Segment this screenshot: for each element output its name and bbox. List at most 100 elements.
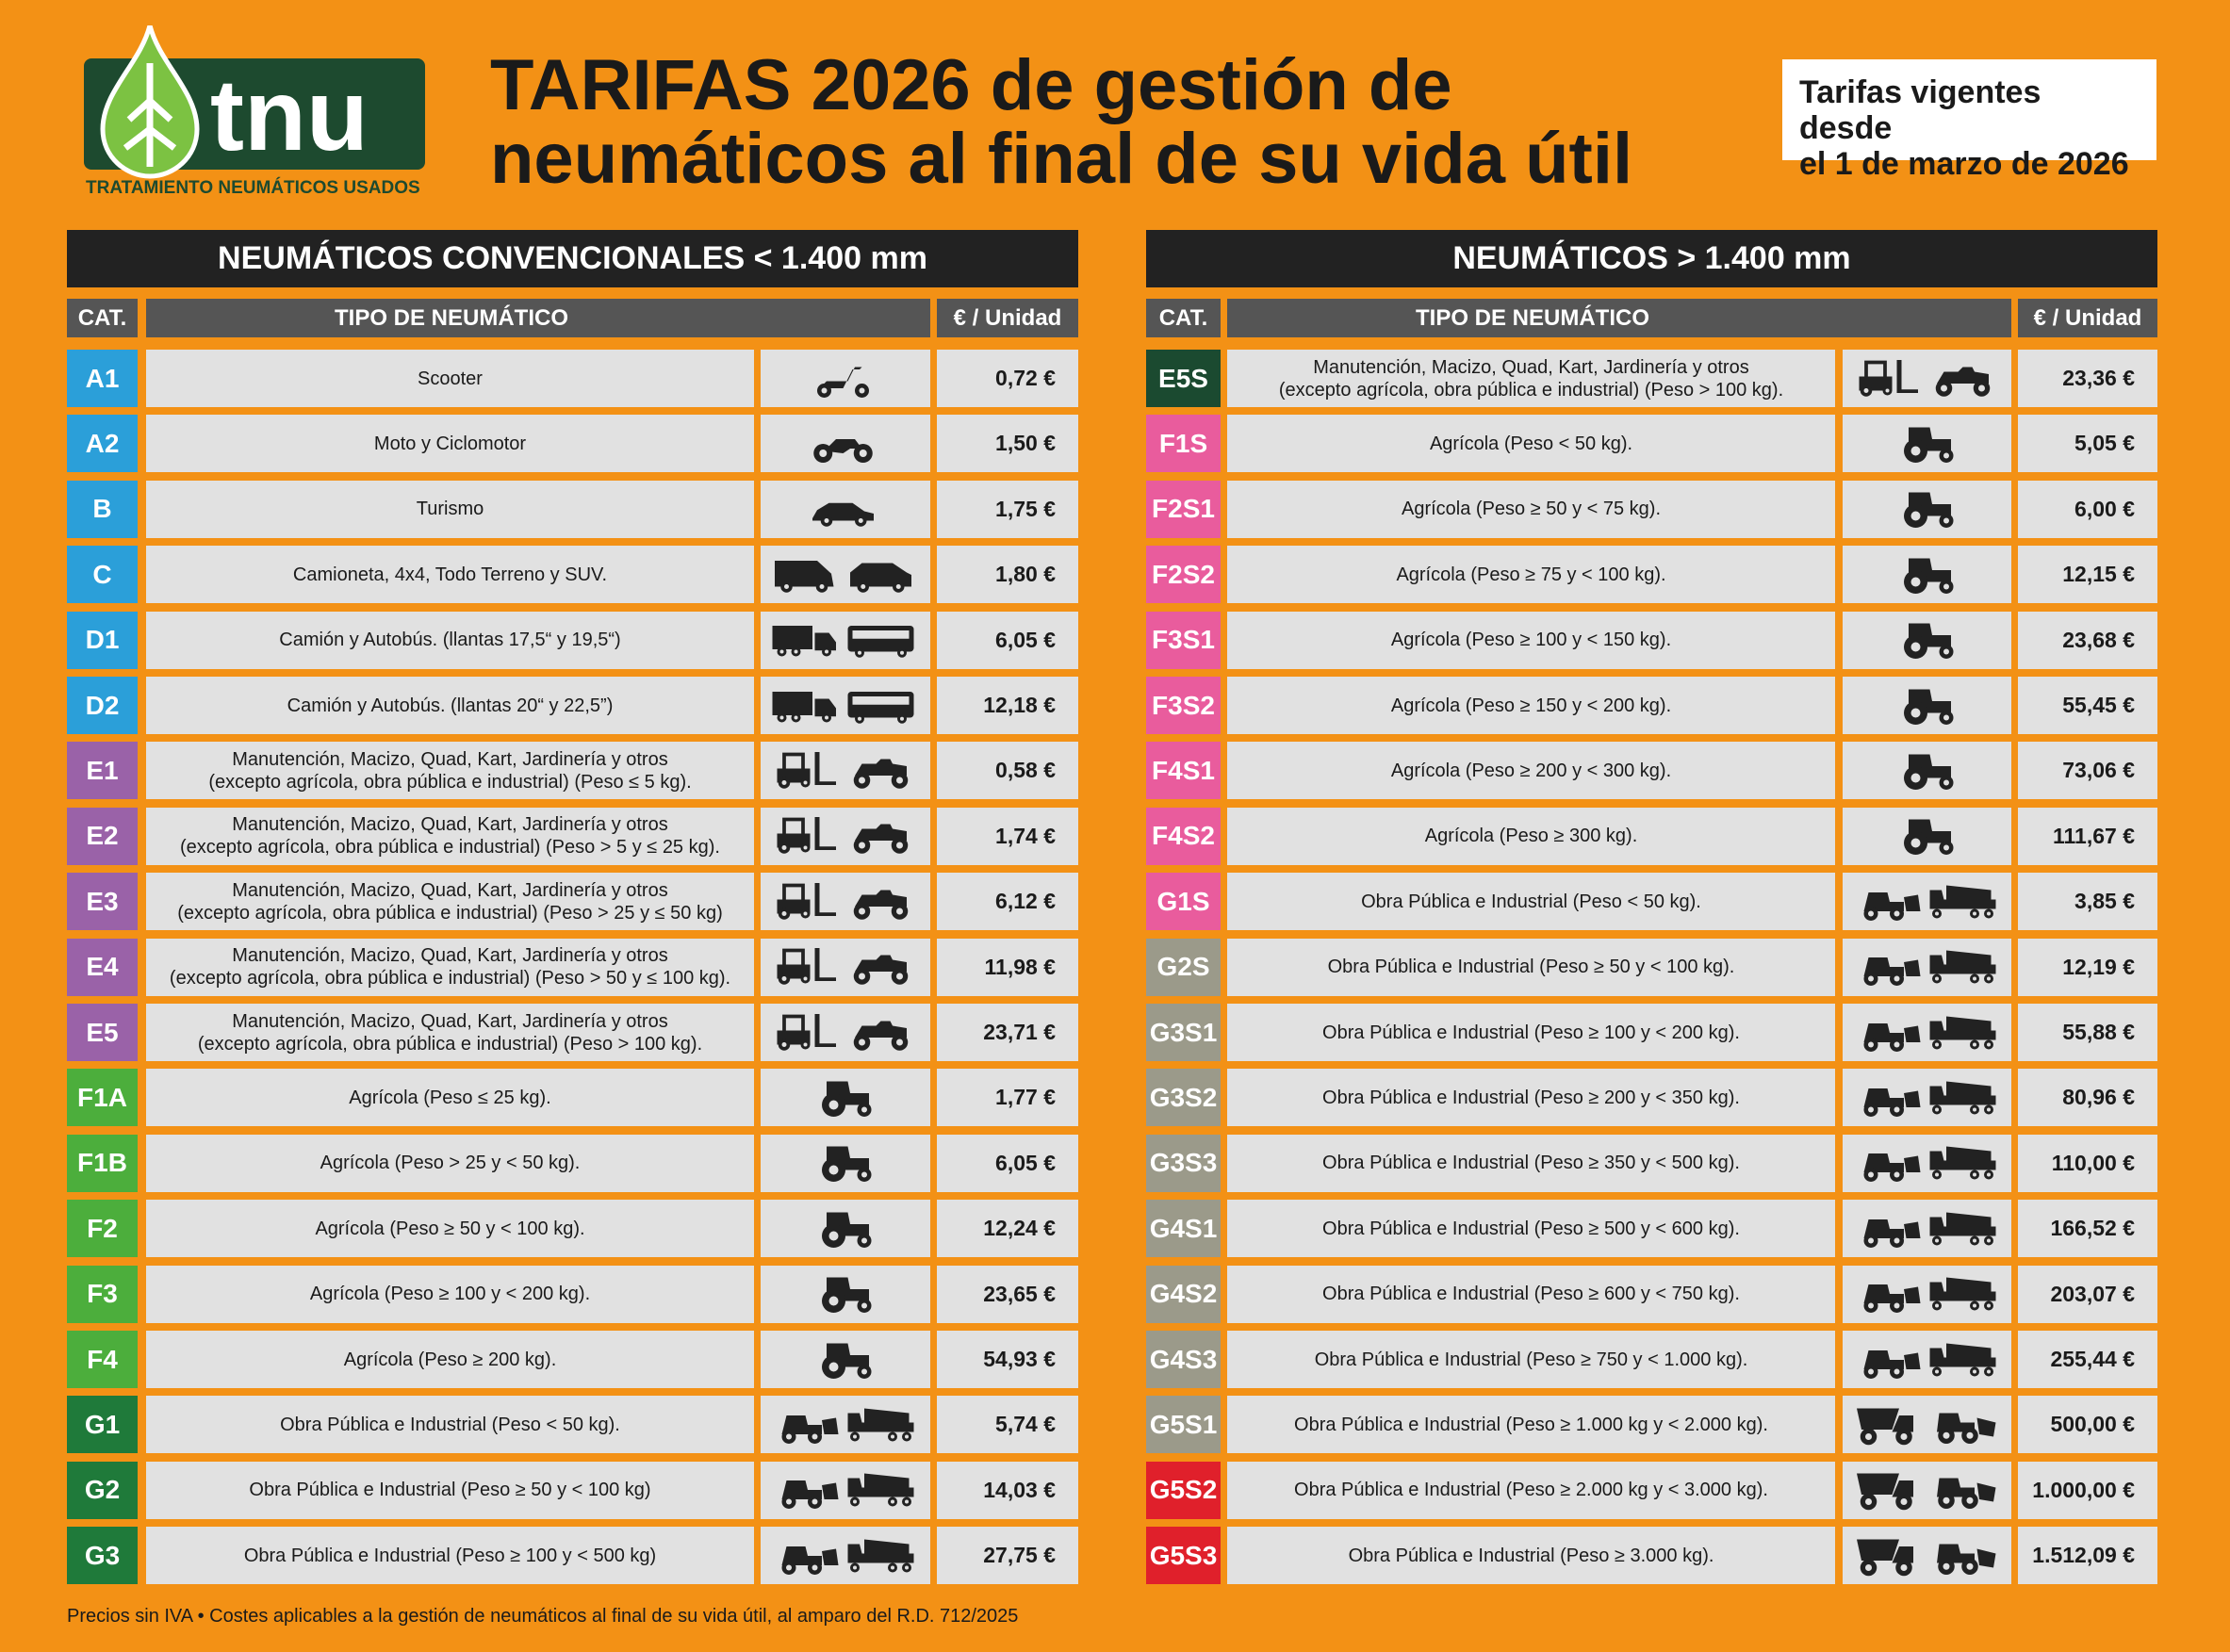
icon-loader	[1863, 957, 1920, 987]
icon-cell	[761, 742, 930, 800]
icon-part	[1936, 367, 1989, 384]
icon-part	[1903, 1286, 1920, 1304]
icon-part	[864, 1408, 910, 1425]
icon-hub	[1894, 1237, 1899, 1244]
icon-wheelloader	[1936, 1413, 1995, 1444]
icon-loader	[781, 1480, 839, 1510]
category-cell: G5S3	[1146, 1527, 1221, 1585]
footer-note: Precios sin IVA • Costes aplicables a la…	[67, 1606, 1019, 1627]
icon-part	[847, 1544, 862, 1554]
table-title: NEUMÁTICOS > 1.400 mm	[1146, 230, 2157, 287]
icon-part	[855, 824, 907, 842]
icon-hub	[1894, 1302, 1899, 1309]
category-cell: G5S1	[1146, 1396, 1221, 1454]
category-cell: F2S2	[1146, 546, 1221, 604]
type-cell: Manutención, Macizo, Quad, Kart, Jardine…	[146, 938, 754, 996]
icon-hub	[1934, 911, 1939, 916]
vehicle-icon	[777, 948, 909, 985]
price-cell: 14,03 €	[937, 1461, 1078, 1519]
icon-suv	[850, 563, 911, 593]
category-cell: E5	[67, 1004, 138, 1061]
icon-cell	[1843, 1396, 2011, 1454]
type-line: Obra Pública e Industrial (Peso ≥ 1.000 …	[1294, 1414, 1768, 1435]
type-line: Obra Pública e Industrial (Peso ≥ 3.000 …	[1348, 1545, 1714, 1566]
type-cell: Agrícola (Peso ≤ 25 kg).	[146, 1069, 754, 1127]
icon-hub	[905, 1499, 909, 1504]
icon-tractor	[822, 1343, 872, 1379]
icon-part	[1903, 959, 1920, 977]
icon-tractor	[1903, 689, 1953, 725]
icon-bus	[847, 691, 914, 724]
type-line: Obra Pública e Industrial (Peso ≥ 50 y <…	[1327, 957, 1735, 978]
icon-part	[1863, 891, 1904, 911]
price-cell: 12,19 €	[2018, 938, 2157, 996]
icon-car	[812, 503, 874, 528]
icon-hub	[803, 1042, 808, 1046]
icon-hub	[896, 1039, 903, 1045]
type-line: Manutención, Macizo, Quad, Kart, Jardine…	[232, 1010, 668, 1032]
icon-tractor	[822, 1081, 872, 1117]
header-cell: TIPO DE NEUMÁTICO	[146, 299, 930, 337]
type-cell: Camión y Autobús. (llantas 17,5“ y 19,5“…	[146, 611, 754, 669]
icon-part	[855, 759, 907, 776]
type-cell: Obra Pública e Industrial (Peso < 50 kg)…	[146, 1396, 754, 1454]
icon-mixer	[1929, 1016, 1995, 1049]
icon-hub	[1894, 1041, 1899, 1047]
icon-part	[819, 367, 862, 388]
icon-part	[855, 955, 907, 973]
icon-tractor	[822, 1212, 872, 1248]
icon-truck	[772, 626, 836, 657]
icon-part	[781, 1546, 822, 1565]
icon-hub	[896, 973, 903, 980]
category-cell: E1	[67, 742, 138, 800]
type-cell: Turismo	[146, 480, 754, 538]
icon-cell	[761, 480, 930, 538]
type-line: Agrícola (Peso ≥ 150 y < 200 kg).	[1390, 695, 1672, 716]
icon-hub	[861, 1302, 867, 1309]
icon-hub	[1986, 1172, 1991, 1177]
icon-hub	[821, 387, 828, 393]
icon-part	[1863, 957, 1904, 977]
icon-moto	[813, 438, 873, 463]
price-cell: 11,98 €	[937, 938, 1078, 996]
logo: tnu TRATAMIENTO NEUMÁTICOS USADOS	[84, 25, 425, 199]
icon-part	[1945, 1212, 1991, 1229]
type-cell: Obra Pública e Industrial (Peso ≥ 3.000 …	[1227, 1527, 1835, 1585]
price-cell: 1.000,00 €	[2018, 1461, 2157, 1519]
icon-hub	[1943, 844, 1949, 851]
icon-cell	[1843, 873, 2011, 931]
icon-cell	[1843, 1200, 2011, 1258]
icon-part	[1903, 1090, 1920, 1107]
icon-loader	[1863, 1153, 1920, 1183]
icon-loader	[1863, 1284, 1920, 1314]
icon-cell	[761, 1200, 930, 1258]
type-cell: Agrícola (Peso ≥ 100 y < 150 kg).	[1227, 611, 1835, 669]
icon-scooter	[817, 367, 869, 398]
type-cell: Moto y Ciclomotor	[146, 415, 754, 473]
icon-hub	[861, 583, 866, 589]
icon-hub	[859, 908, 865, 915]
logo-text: tnu	[210, 57, 369, 172]
icon-hub	[779, 649, 784, 654]
icon-part	[1929, 899, 1995, 909]
icon-hub	[1910, 577, 1920, 587]
icon-hub	[861, 1237, 867, 1244]
icon-hub	[781, 845, 787, 851]
price-cell: 203,07 €	[2018, 1265, 2157, 1323]
price-cell: 1.512,09 €	[2018, 1527, 2157, 1585]
type-cell: Obra Pública e Industrial (Peso ≥ 600 y …	[1227, 1265, 1835, 1323]
price-cell: 23,36 €	[2018, 350, 2157, 407]
category-cell: G2S	[1146, 938, 1221, 996]
icon-hub	[1910, 642, 1920, 652]
icon-hub	[853, 1434, 857, 1439]
icon-dumper	[1856, 1539, 1913, 1576]
icon-quad	[853, 890, 909, 920]
icon-hub	[1894, 910, 1899, 917]
icon-part	[1945, 950, 1991, 968]
icon-hub	[1986, 1042, 1991, 1046]
icon-part	[1929, 1021, 1943, 1030]
price-cell: 0,72 €	[937, 350, 1078, 407]
icon-loader	[1863, 1349, 1920, 1379]
icon-hub	[812, 1564, 818, 1571]
